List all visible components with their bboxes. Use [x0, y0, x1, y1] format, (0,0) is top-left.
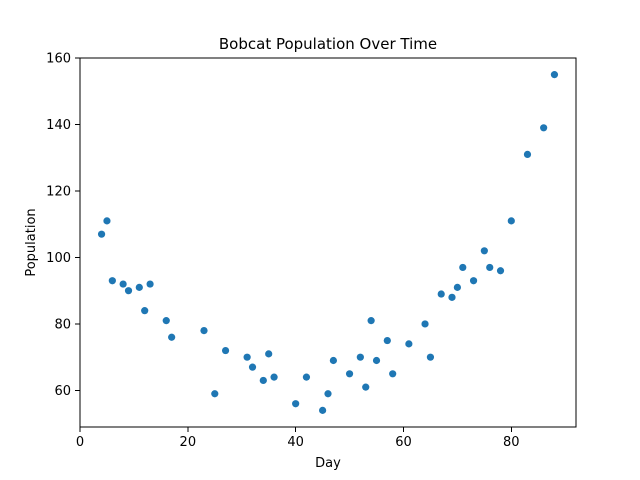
y-tick-label: 160: [46, 52, 71, 67]
y-axis: 60 80 100 120 140 160: [46, 52, 80, 399]
data-point: [200, 326, 208, 335]
x-tick-label: 60: [395, 435, 412, 450]
data-point: [265, 350, 273, 358]
data-point: [437, 290, 445, 298]
data-point: [421, 320, 429, 328]
data-point: [486, 263, 494, 272]
data-point: [405, 340, 413, 348]
data-point: [496, 267, 505, 275]
data-point: [540, 124, 548, 132]
plot-frame: [79, 57, 577, 428]
data-point: [372, 356, 381, 365]
data-point: [345, 370, 354, 378]
x-tick-label: 40: [287, 435, 304, 450]
data-point: [507, 217, 515, 225]
chart-title: Bobcat Population Over Time: [219, 35, 437, 53]
data-point: [389, 370, 397, 378]
data-point: [367, 317, 375, 325]
data-point: [168, 333, 176, 341]
data-point: [270, 373, 278, 381]
data-point: [211, 390, 219, 398]
y-tick-label: 100: [46, 251, 71, 266]
data-point: [356, 353, 364, 361]
data-point: [108, 277, 116, 285]
data-point: [221, 346, 230, 355]
data-point: [243, 353, 251, 361]
data-point: [448, 293, 456, 301]
x-tick-label: 80: [503, 435, 520, 450]
data-point: [319, 406, 327, 414]
data-point: [292, 400, 300, 408]
data-point: [453, 283, 461, 291]
data-point: [146, 280, 154, 288]
y-axis-title: Population: [24, 208, 39, 276]
x-tick-label: 20: [180, 435, 197, 450]
data-point: [119, 280, 127, 288]
data-point: [97, 230, 106, 238]
data-point: [523, 150, 532, 159]
x-axis: 0 20 40 60 80: [76, 427, 520, 450]
data-point: [383, 336, 391, 345]
data-point: [135, 283, 143, 291]
data-point: [550, 71, 559, 79]
data-point: [459, 263, 467, 272]
data-point: [259, 376, 267, 385]
y-tick-label: 60: [54, 384, 71, 399]
data-point: [362, 383, 370, 391]
y-tick-label: 80: [54, 317, 71, 332]
x-tick-label: 0: [76, 435, 84, 450]
y-tick-label: 120: [46, 184, 71, 199]
x-axis-title: Day: [315, 456, 341, 471]
data-point: [141, 307, 149, 315]
data-point: [480, 247, 488, 255]
data-point: [329, 356, 337, 365]
data-point: [426, 353, 435, 361]
data-point: [469, 277, 478, 285]
data-point: [124, 287, 133, 295]
y-tick-label: 140: [46, 118, 71, 133]
data-points: [97, 71, 559, 414]
data-point: [103, 217, 111, 225]
data-point: [248, 363, 257, 371]
data-point: [324, 390, 332, 398]
data-point: [162, 317, 170, 325]
data-point: [302, 373, 311, 381]
